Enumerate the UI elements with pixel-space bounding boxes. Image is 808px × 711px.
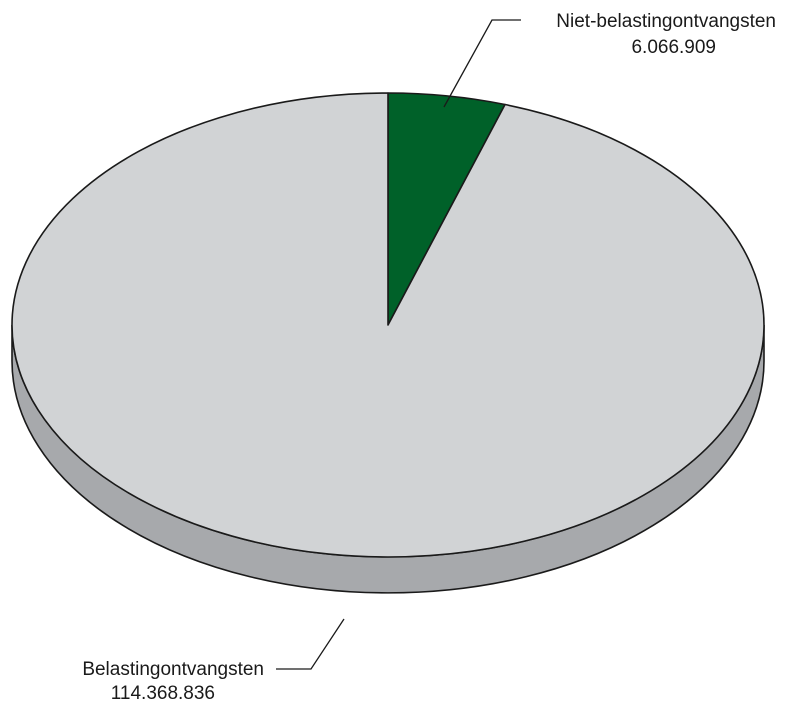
slice-label-niet-belastingontvangsten: Niet-belastingontvangsten bbox=[556, 11, 776, 32]
slice-value-niet-belastingontvangsten: 6.066.909 bbox=[631, 37, 716, 58]
pie-slices bbox=[11, 92, 765, 558]
leader-lines bbox=[276, 19, 521, 670]
pie-slice-belastingontvangsten bbox=[11, 92, 765, 558]
leader-line-niet-belastingontvangsten bbox=[443, 19, 521, 108]
leader-line-belastingontvangsten bbox=[276, 618, 345, 670]
slice-label-belastingontvangsten: Belastingontvangsten bbox=[82, 659, 264, 680]
slice-value-belastingontvangsten: 114.368.836 bbox=[111, 683, 215, 704]
